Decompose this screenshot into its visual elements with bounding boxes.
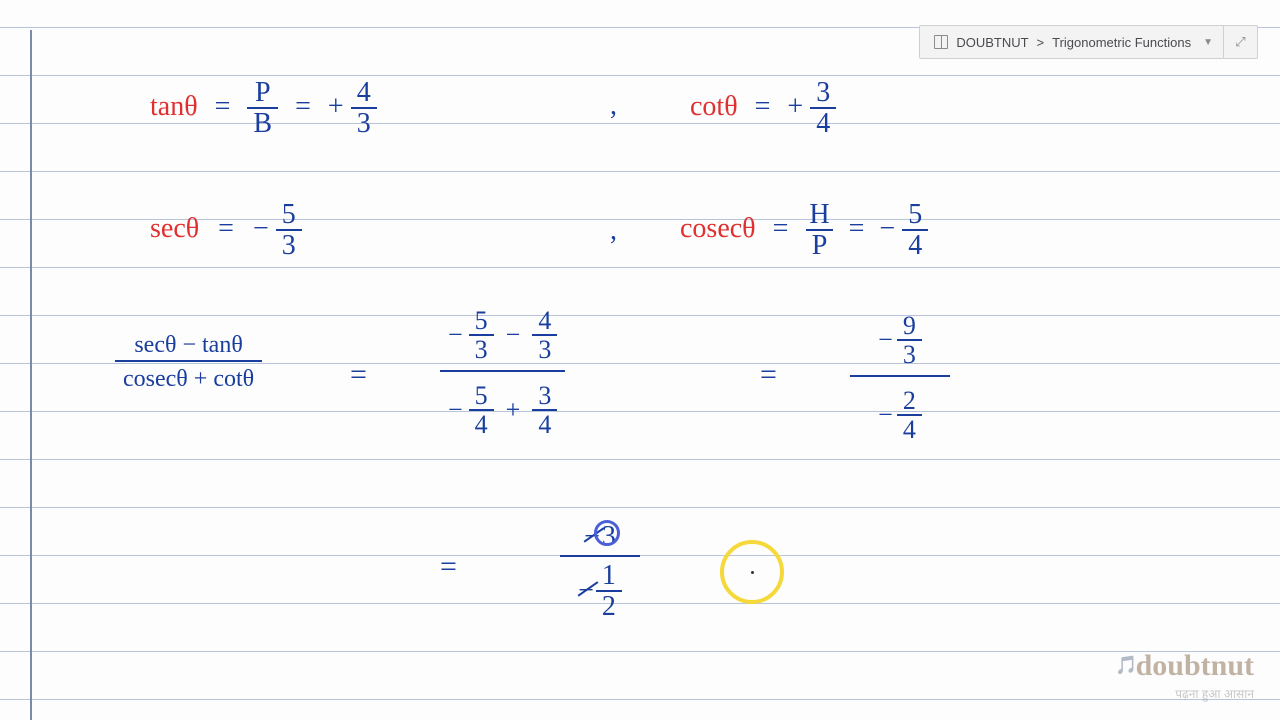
breadcrumb: DOUBTNUT > Trigonometric Functions ▼ ⤢	[919, 25, 1258, 59]
main-lhs: secθ − tanθ cosecθ + cotθ	[115, 330, 262, 393]
expand-button[interactable]: ⤢	[1223, 26, 1257, 58]
cot-expression: cotθ = + 3 4	[690, 78, 836, 139]
cursor-blue-ring	[594, 520, 620, 546]
tan-value: 4 3	[351, 78, 377, 139]
comma: ,	[610, 90, 617, 122]
breadcrumb-dropdown[interactable]: DOUBTNUT > Trigonometric Functions ▼	[920, 35, 1223, 50]
cot-value: 3 4	[810, 78, 836, 139]
equals-sign: =	[285, 91, 321, 122]
equals-sign: =	[745, 91, 781, 122]
cosec-value: 5 4	[902, 200, 928, 261]
expand-icon: ⤢	[1235, 34, 1245, 50]
equals-sign: =	[206, 213, 246, 244]
plus-sign: +	[787, 91, 803, 122]
chevron-down-icon: ▼	[1199, 37, 1213, 48]
tagline: पढ़ना हुआ आसान	[1113, 685, 1254, 702]
left-margin-line	[30, 30, 32, 720]
h-over-p: H P	[805, 200, 833, 261]
breadcrumb-separator: >	[1037, 35, 1045, 50]
tan-label: tanθ	[150, 91, 198, 122]
equals-sign: =	[440, 550, 457, 584]
tan-expression: tanθ = P B = + 4 3	[150, 78, 377, 139]
equals-sign: =	[350, 358, 367, 392]
cosec-expression: cosecθ = H P = − 5 4	[680, 200, 928, 261]
equals-sign: =	[763, 213, 799, 244]
sec-expression: secθ = − 5 3	[150, 200, 302, 261]
breadcrumb-topic: Trigonometric Functions	[1052, 35, 1191, 50]
cosec-label: cosecθ	[680, 213, 756, 244]
brand-text: doubtnut	[1136, 649, 1254, 682]
watermark: doubtnut पढ़ना हुआ आसान	[1113, 649, 1254, 702]
mid-fraction: − 53 − 43 − 54 + 34	[440, 305, 565, 438]
equals-sign: =	[760, 358, 777, 392]
equals-sign: =	[205, 91, 241, 122]
rhs-fraction: − 93 − 24	[850, 310, 950, 443]
book-icon	[934, 35, 948, 49]
music-note-icon	[1113, 651, 1135, 676]
minus-sign: −	[879, 213, 895, 244]
p-over-b: P B	[247, 78, 278, 139]
breadcrumb-site: DOUBTNUT	[956, 35, 1028, 50]
comma: ,	[610, 215, 617, 247]
cot-label: cotθ	[690, 91, 738, 122]
plus-sign: +	[328, 91, 344, 122]
cursor-dot	[751, 571, 754, 574]
minus-sign: −	[253, 213, 269, 244]
lhs-fraction: secθ − tanθ cosecθ + cotθ	[115, 330, 262, 393]
sec-label: secθ	[150, 213, 199, 244]
sec-value: 5 3	[276, 200, 302, 261]
equals-sign: =	[841, 213, 873, 244]
